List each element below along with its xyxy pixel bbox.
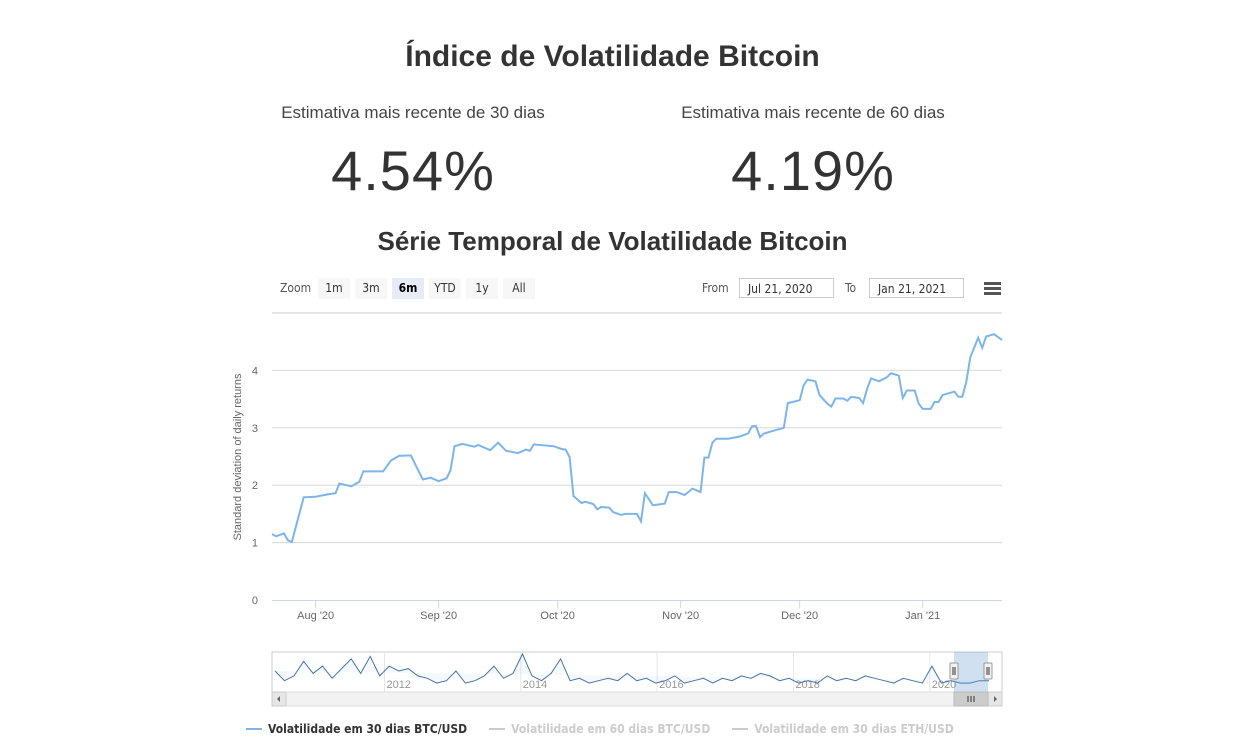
legend-label: Volatilidade em 60 dias BTC/USD — [511, 722, 711, 736]
navigator-tick-label: 2016 — [659, 679, 683, 691]
y-tick-label: 0 — [252, 595, 258, 607]
navigator-tick-label: 2020 — [932, 679, 956, 691]
zoom-6m-button[interactable]: 6m — [392, 278, 424, 299]
x-tick-label: Sep '20 — [420, 610, 457, 622]
hamburger-menu-icon[interactable] — [984, 282, 1001, 296]
navigator-tick-label: 2012 — [386, 679, 410, 691]
x-tick-label: Dec '20 — [781, 610, 818, 622]
legend-swatch — [732, 728, 749, 730]
grid-lines — [272, 312, 1002, 544]
stat-60d-label: Estimativa mais recente de 60 dias — [681, 103, 945, 122]
stat-30d-value: 4.54% — [331, 139, 495, 202]
scrollbar-track — [271, 691, 1003, 707]
y-axis-label: Standard deviation of daily returns — [232, 373, 244, 540]
navigator-tick-label: 2014 — [523, 679, 547, 691]
zoom-all-button[interactable]: All — [503, 278, 535, 299]
navigator-frame — [271, 651, 1003, 693]
navigator-handle — [949, 662, 959, 680]
y-tick-label: 4 — [252, 365, 258, 377]
zoom-1y-button[interactable]: 1y — [466, 278, 498, 299]
from-date-input[interactable]: Jul 21, 2020 — [739, 278, 834, 298]
stat-60d-value: 4.19% — [731, 139, 895, 202]
y-tick-label: 3 — [252, 423, 258, 435]
legend-label: Volatilidade em 30 dias BTC/USD — [268, 722, 468, 736]
zoom-ytd-button[interactable]: YTD — [429, 278, 461, 299]
scrollbar[interactable] — [271, 691, 1003, 707]
navigator[interactable]: 2012 2014 2016 2018 2020 — [271, 651, 1003, 693]
stat-30d-label: Estimativa mais recente de 30 dias — [281, 103, 545, 122]
chart-title: Série Temporal de Volatilidade Bitcoin — [377, 226, 848, 256]
legend: Volatilidade em 30 dias BTC/USD Volatili… — [246, 722, 954, 736]
navigator-series — [274, 652, 989, 684]
zoom-1m-button[interactable]: 1m — [318, 278, 350, 299]
legend-swatch — [489, 728, 506, 730]
x-tick-label: Nov '20 — [662, 610, 699, 622]
x-tick-label: Aug '20 — [297, 610, 334, 622]
y-tick-label: 2 — [252, 480, 258, 492]
series-line-btc-30d[interactable] — [271, 333, 1003, 544]
legend-label: Volatilidade em 30 dias ETH/USD — [754, 722, 954, 736]
to-date-input[interactable]: Jan 21, 2021 — [869, 278, 964, 298]
legend-item-eth-30d[interactable]: Volatilidade em 30 dias ETH/USD — [732, 722, 954, 736]
legend-item-btc-30d[interactable]: Volatilidade em 30 dias BTC/USD — [246, 722, 467, 736]
navigator-handle — [983, 662, 993, 680]
to-label: To — [845, 281, 857, 295]
arrow-right-icon — [994, 696, 997, 702]
x-tick-label: Jan '21 — [905, 610, 940, 622]
navigator-selection — [954, 652, 988, 692]
page-title: Índice de Volatilidade Bitcoin — [405, 40, 820, 73]
x-axis: Aug '20 Sep '20 Oct '20 Nov '20 Dec '20 Jan '… — [272, 600, 1002, 622]
legend-item-btc-60d[interactable]: Volatilidade em 60 dias BTC/USD — [489, 722, 710, 736]
legend-swatch — [246, 728, 262, 730]
x-tick-label: Oct '20 — [540, 610, 575, 622]
from-label: From — [702, 281, 729, 295]
zoom-3m-button[interactable]: 3m — [355, 278, 387, 299]
y-axis-ticks: 0 1 2 3 4 — [252, 365, 258, 607]
arrow-left-icon — [277, 696, 280, 702]
y-tick-label: 1 — [252, 538, 258, 550]
zoom-label: Zoom — [280, 281, 312, 295]
